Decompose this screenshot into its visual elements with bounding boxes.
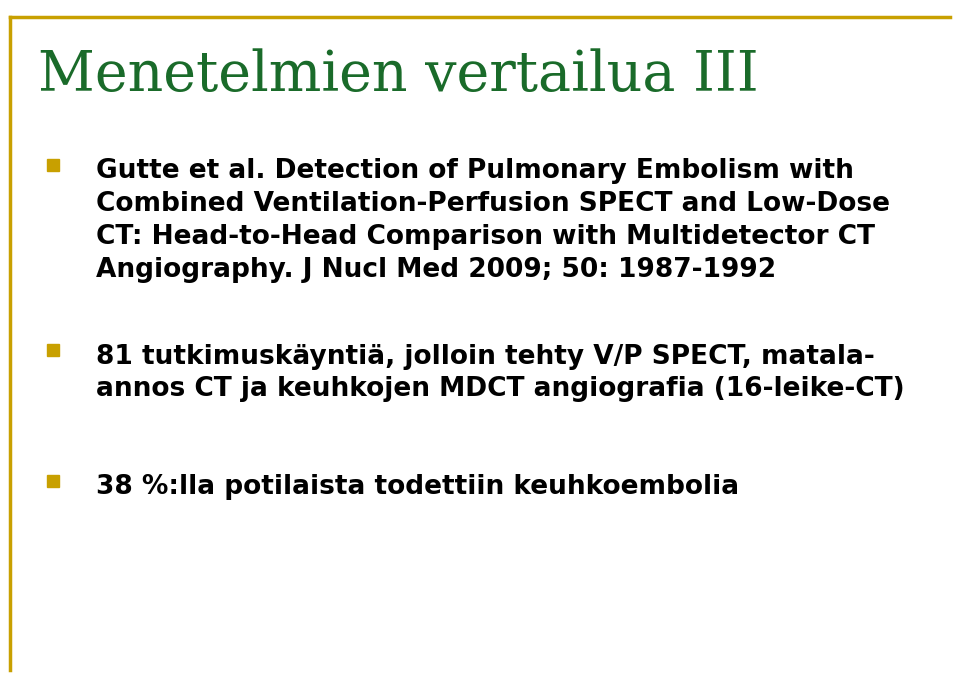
Text: Menetelmien vertailua III: Menetelmien vertailua III [38, 48, 759, 103]
Text: 81 tutkimuskäyntiä, jolloin tehty V/P SPECT, matala-
annos CT ja keuhkojen MDCT : 81 tutkimuskäyntiä, jolloin tehty V/P SP… [96, 344, 904, 403]
Text: 38 %:lla potilaista todettiin keuhkoembolia: 38 %:lla potilaista todettiin keuhkoembo… [96, 474, 739, 500]
Text: Gutte et al. Detection of Pulmonary Embolism with
Combined Ventilation-Perfusion: Gutte et al. Detection of Pulmonary Embo… [96, 158, 890, 283]
